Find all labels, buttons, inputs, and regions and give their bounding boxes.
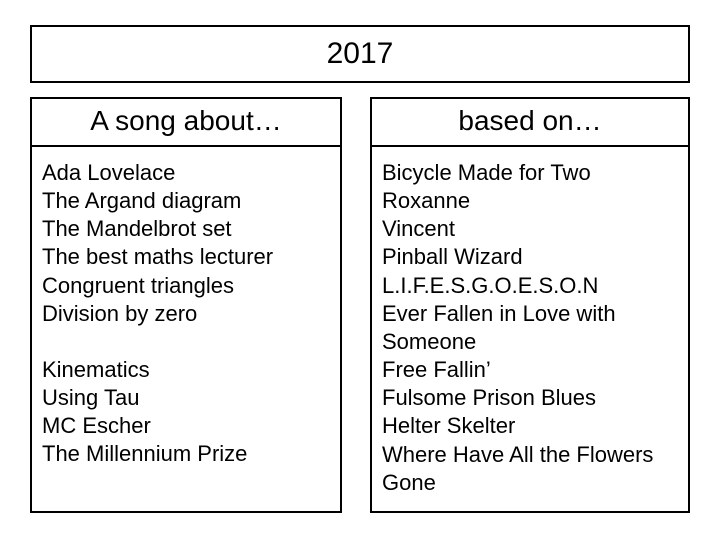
list-item: Roxanne (382, 187, 678, 215)
list-item: Bicycle Made for Two (382, 159, 678, 187)
list-item: Pinball Wizard (382, 243, 678, 271)
left-column-header: A song about… (32, 99, 340, 147)
left-column: A song about… Ada Lovelace The Argand di… (30, 97, 342, 513)
list-item: Kinematics (42, 356, 330, 384)
list-item: Ada Lovelace (42, 159, 330, 187)
list-item: L.I.F.E.S.G.O.E.S.O.N (382, 272, 678, 300)
list-item: The Argand diagram (42, 187, 330, 215)
year-title: 2017 (30, 25, 690, 83)
right-column: based on… Bicycle Made for Two Roxanne V… (370, 97, 690, 513)
list-item: Ever Fallen in Love with Someone (382, 300, 678, 356)
columns-container: A song about… Ada Lovelace The Argand di… (30, 97, 690, 513)
list-item: Division by zero (42, 300, 330, 328)
list-item: Free Fallin’ (382, 356, 678, 384)
list-item: Vincent (382, 215, 678, 243)
list-item: The best maths lecturer (42, 243, 330, 271)
group-gap (42, 328, 330, 356)
list-item: Where Have All the Flowers Gone (382, 441, 678, 497)
left-group-1: Ada Lovelace The Argand diagram The Mand… (42, 159, 330, 328)
list-item: Using Tau (42, 384, 330, 412)
list-item: Helter Skelter (382, 412, 678, 440)
list-item: Fulsome Prison Blues (382, 384, 678, 412)
right-column-header: based on… (372, 99, 688, 147)
list-item: MC Escher (42, 412, 330, 440)
right-column-body: Bicycle Made for Two Roxanne Vincent Pin… (372, 147, 688, 511)
left-column-body: Ada Lovelace The Argand diagram The Mand… (32, 147, 340, 511)
list-item: The Mandelbrot set (42, 215, 330, 243)
list-item: Congruent triangles (42, 272, 330, 300)
left-group-2: Kinematics Using Tau MC Escher The Mille… (42, 356, 330, 469)
list-item: The Millennium Prize (42, 440, 330, 468)
